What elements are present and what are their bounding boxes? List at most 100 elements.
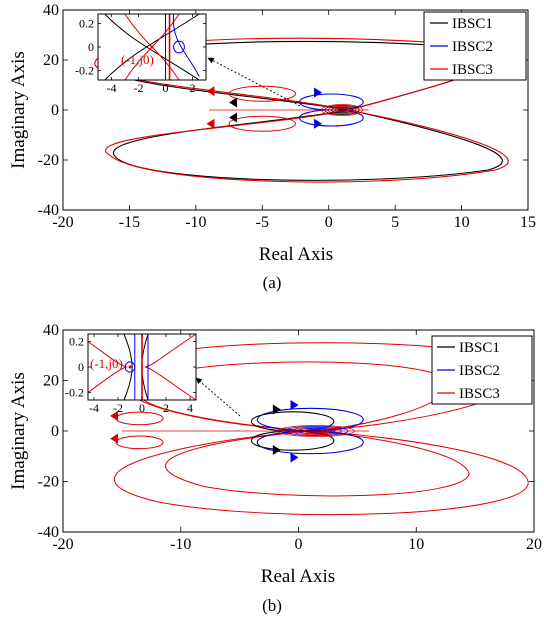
panel-b-xlabel: Real Axis (261, 566, 335, 587)
panel-b-inset-xtick-label: 4 (187, 401, 193, 415)
panel-b-ibsc3-upper-loop (122, 342, 530, 432)
panel-b-inset-xtick-label: -4 (89, 401, 99, 415)
panel-a-inset-xtick-label: -4 (107, 81, 117, 95)
panel-b-inset-xtick-label: 2 (163, 401, 169, 415)
panel-a-xtick-label: 10 (454, 214, 470, 231)
panel-a-ytick-label: 0 (51, 102, 59, 119)
panel-a-inset-xtick-label: -2 (134, 81, 144, 95)
panel-b-ibsc3-lower-inner-loop (165, 430, 470, 497)
panel-b-legend: IBSC1 IBSC2 IBSC3 (431, 335, 533, 405)
panel-a-inset-curves (104, 13, 200, 81)
panel-a-arrow-blue-upper (314, 87, 323, 98)
panel-b-inset-ibsc3-curve-right (143, 333, 197, 401)
panel-a-arrow-blue-lower (314, 118, 323, 129)
panel-b-xtick-label: 0 (295, 536, 303, 553)
panel-a-caption: (a) (263, 273, 282, 292)
panel-a-inset-ytick-label: 0 (88, 40, 94, 54)
panel-a-arrow-red-lower (206, 118, 215, 129)
panel-a-xtick-label: 5 (391, 214, 399, 231)
panel-b-caption: (b) (262, 596, 282, 615)
panel-b-inset-xtick-label: -2 (113, 401, 123, 415)
panel-b-inset-curves (87, 333, 197, 401)
panel-a-zoom-arrow (207, 57, 301, 107)
panel-b-inset-ibsc2-small-loop (124, 361, 136, 373)
panel-b-xtick-label: -20 (52, 536, 73, 553)
panel-a-arrow-black-lower (229, 112, 238, 123)
panel-a-ytick-label: 20 (43, 52, 59, 69)
panel-b-arrow-red-lower (110, 433, 119, 444)
panel-b-arrow-red-upper (110, 410, 119, 421)
panel-a-inset-ibsc2-curve (172, 13, 200, 77)
panel-a-inset: -4 -2 0 2 0.2 0 -0.2 (-1,j0) (75, 13, 301, 107)
panel-b-arrow-black-upper (272, 404, 281, 415)
panel-a-xtick-label: -10 (185, 214, 206, 231)
panel-b-inset-xtick-label: 0 (139, 401, 145, 415)
panel-b-inset-ticks: -4 -2 0 2 4 0.2 0 -0.2 (65, 334, 196, 415)
panel-a-ytick-label: -20 (38, 152, 59, 169)
panel-b-xtick-label: 20 (526, 536, 542, 553)
panel-a-arrow-red-upper (206, 86, 215, 97)
panel-b-inset-critical-point (128, 365, 132, 369)
panel-b-inset-annotation: (-1,j0) (90, 356, 123, 371)
panel-a-inset-annotation: (-1,j0) (121, 52, 154, 67)
panel-b-ytick-label: 20 (43, 373, 59, 390)
panel-a-xtick-label: -20 (52, 214, 73, 231)
panel-b-arrow-blue-upper (290, 399, 299, 410)
panel-a-ibsc1-lower-loop (112, 109, 503, 181)
panel-a-ytick-label: 40 (43, 2, 59, 19)
panel-a-legend: IBSC1 IBSC2 IBSC3 (423, 11, 527, 81)
panel-a-ibsc3-small-loop-upper (228, 85, 296, 102)
panel-b-inset-ytick-label: 0 (78, 360, 84, 374)
panel-a-arrow-black-upper (229, 97, 238, 108)
panel-a-ibsc3-small-loop-lower (228, 115, 296, 132)
panel-a-inset-ibsc2-small-loop (173, 40, 185, 54)
legend-b-ibsc1-label: IBSC1 (459, 340, 500, 356)
panel-b-inset-ytick-label: 0.2 (69, 335, 84, 349)
panel-a-inset-ytick-label: 0.2 (79, 16, 94, 30)
panel-a-xtick-label: 15 (520, 214, 536, 231)
panel-b-ibsc3-upper-inner-loop (137, 361, 453, 432)
legend-b-ibsc2-label: IBSC2 (459, 363, 500, 379)
panel-b-ylabel: Imaginary Axis (8, 372, 29, 490)
panel-b-inset: -4 -2 0 2 4 0.2 0 -0.2 (-1,j0) (65, 333, 241, 417)
panel-b-ytick-label: -20 (38, 474, 59, 491)
panel-b-inset-ibsc1-curve (123, 333, 133, 401)
panel-b-ytick-label: 0 (51, 423, 59, 440)
panel-b-ibsc3-small-loop-lower (115, 435, 164, 450)
panel-a-ytick-label: -40 (38, 202, 59, 219)
panel-a-inset-ibsc1-curve (104, 13, 200, 81)
panel-a-inset-ytick-label: -0.2 (75, 64, 94, 78)
panel-b-xtick-label: -10 (170, 536, 191, 553)
panel-a-ibsc3-lower-loop (105, 109, 509, 183)
panel-b-inset-ytick-label: -0.2 (65, 385, 84, 399)
panel-b-arrow-black-lower (272, 444, 281, 455)
panel-a-inset-ibsc1-curve-2 (104, 13, 200, 81)
panel-a-xtick-label: -5 (256, 214, 269, 231)
panel-b-xtick-label: 10 (408, 536, 424, 553)
panel-a-inset-xtick-label: 0 (163, 81, 169, 95)
panel-a-plot-area (94, 37, 509, 183)
panel-a-inset-critical-point (150, 45, 154, 49)
panel-b-zoom-arrow (195, 377, 241, 417)
panel-a-inset-ticks: -4 -2 0 2 0.2 0 -0.2 (75, 14, 206, 95)
panel-b-ibsc3-lower-loop (114, 430, 529, 516)
legend-b-ibsc3-label: IBSC3 (459, 386, 500, 402)
panel-b-ytick-label: 40 (43, 322, 59, 339)
legend-a-ibsc3-label: IBSC3 (452, 62, 493, 78)
panel-b-ytick-label: -40 (38, 524, 59, 541)
legend-a-ibsc2-label: IBSC2 (452, 39, 493, 55)
panel-b-arrow-blue-lower (290, 452, 299, 463)
panel-a-ylabel: Imaginary Axis (8, 51, 29, 169)
panel-a-xtick-label: 0 (325, 214, 333, 231)
panel-b-inset-ibsc3-curve-left (87, 341, 129, 393)
panel-a-xlabel: Real Axis (259, 244, 333, 265)
panel-b-plot-area (110, 342, 530, 516)
panel-a-inset-xtick-label: 2 (190, 81, 196, 95)
legend-a-ibsc1-label: IBSC1 (452, 16, 493, 32)
panel-a-xtick-label: -15 (119, 214, 140, 231)
